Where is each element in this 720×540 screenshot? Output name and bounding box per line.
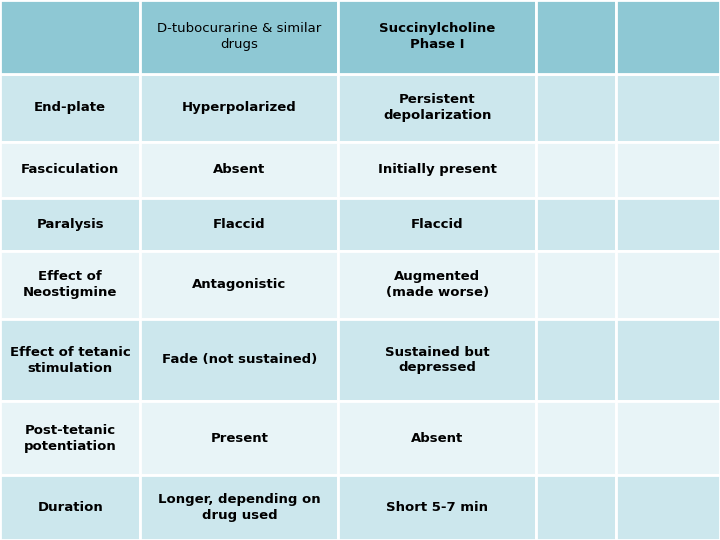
Bar: [140, 198, 338, 251]
Text: Initially present: Initially present: [378, 163, 497, 176]
Bar: [536, 74, 616, 141]
Text: Augmented
(made worse): Augmented (made worse): [386, 270, 489, 299]
Bar: [0, 401, 140, 475]
Text: Sustained but
depressed: Sustained but depressed: [385, 346, 490, 375]
Text: End-plate: End-plate: [35, 101, 107, 114]
Bar: [140, 74, 338, 141]
Bar: [0, 251, 140, 319]
Bar: [536, 251, 616, 319]
Bar: [338, 141, 536, 198]
Bar: [616, 74, 720, 141]
Bar: [140, 141, 338, 198]
Bar: [0, 475, 140, 540]
Bar: [140, 475, 338, 540]
Bar: [536, 141, 616, 198]
Bar: [616, 251, 720, 319]
Bar: [338, 401, 536, 475]
Bar: [616, 0, 720, 74]
Bar: [140, 251, 338, 319]
Text: Present: Present: [210, 431, 269, 445]
Text: Flaccid: Flaccid: [213, 218, 266, 231]
Bar: [536, 198, 616, 251]
Bar: [616, 475, 720, 540]
Text: Absent: Absent: [213, 163, 266, 176]
Bar: [140, 0, 338, 74]
Bar: [0, 319, 140, 401]
Bar: [338, 251, 536, 319]
Bar: [0, 141, 140, 198]
Bar: [616, 141, 720, 198]
Bar: [536, 319, 616, 401]
Text: Fade (not sustained): Fade (not sustained): [162, 354, 317, 367]
Text: Succinylcholine
Phase I: Succinylcholine Phase I: [379, 22, 495, 51]
Bar: [0, 74, 140, 141]
Text: Short 5-7 min: Short 5-7 min: [387, 501, 488, 514]
Bar: [338, 74, 536, 141]
Bar: [0, 198, 140, 251]
Text: Effect of tetanic
stimulation: Effect of tetanic stimulation: [10, 346, 130, 375]
Bar: [536, 475, 616, 540]
Bar: [616, 319, 720, 401]
Text: Fasciculation: Fasciculation: [21, 163, 120, 176]
Text: Paralysis: Paralysis: [37, 218, 104, 231]
Bar: [0, 0, 140, 74]
Bar: [616, 401, 720, 475]
Text: Longer, depending on
drug used: Longer, depending on drug used: [158, 493, 320, 522]
Bar: [338, 198, 536, 251]
Text: Post-tetanic
potentiation: Post-tetanic potentiation: [24, 424, 117, 453]
Text: Duration: Duration: [37, 501, 103, 514]
Bar: [140, 401, 338, 475]
Text: Absent: Absent: [411, 431, 464, 445]
Bar: [338, 475, 536, 540]
Bar: [536, 401, 616, 475]
Text: Flaccid: Flaccid: [411, 218, 464, 231]
Text: D-tubocurarine & similar
drugs: D-tubocurarine & similar drugs: [157, 22, 322, 51]
Text: Antagonistic: Antagonistic: [192, 278, 287, 291]
Text: Effect of
Neostigmine: Effect of Neostigmine: [23, 270, 117, 299]
Bar: [140, 319, 338, 401]
Text: Persistent
depolarization: Persistent depolarization: [383, 93, 492, 122]
Bar: [616, 198, 720, 251]
Bar: [338, 319, 536, 401]
Text: Hyperpolarized: Hyperpolarized: [182, 101, 297, 114]
Bar: [536, 0, 616, 74]
Bar: [338, 0, 536, 74]
